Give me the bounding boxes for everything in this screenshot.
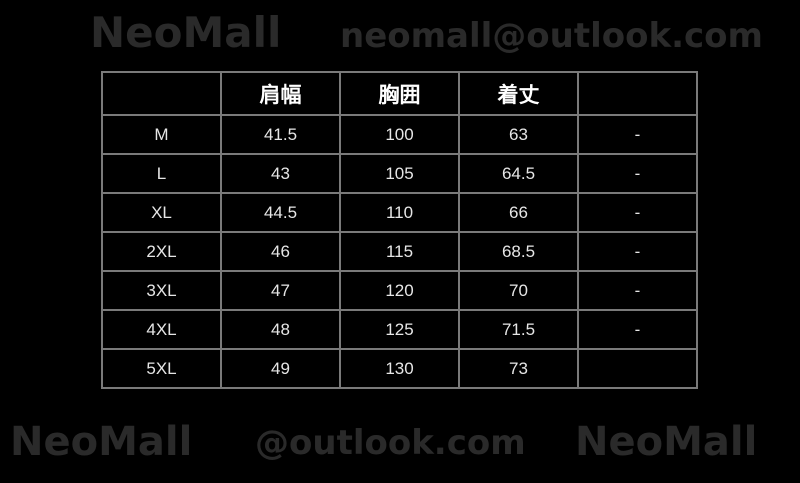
table-cell: M — [101, 114, 222, 155]
header-cell: 着丈 — [458, 71, 579, 116]
table-cell: 130 — [339, 348, 460, 389]
table-cell: 120 — [339, 270, 460, 311]
table-row: M 41.5 100 63- — [101, 114, 698, 155]
header-row: 肩幅 胸囲 着丈 — [101, 71, 698, 116]
table-cell: 44.5 — [220, 192, 341, 233]
header-cell — [101, 71, 222, 116]
table-cell: - — [577, 114, 698, 155]
table-cell: 71.5 — [458, 309, 579, 350]
table-cell: 64.5 — [458, 153, 579, 194]
table-cell: 49 — [220, 348, 341, 389]
table-cell: 68.5 — [458, 231, 579, 272]
table-cell: XL — [101, 192, 222, 233]
table-cell: 110 — [339, 192, 460, 233]
table-row: L 43 105 64.5- — [101, 153, 698, 194]
table-cell: 48 — [220, 309, 341, 350]
table-cell: - — [577, 270, 698, 311]
table-cell: 100 — [339, 114, 460, 155]
table-row: XL 44.5 110 66- — [101, 192, 698, 233]
table-cell: 3XL — [101, 270, 222, 311]
table-row: 2XL 46 115 68.5- — [101, 231, 698, 272]
table-row: 3XL 47 120 70- — [101, 270, 698, 311]
table-cell: - — [577, 309, 698, 350]
table-row: 4XL 48 125 71.5- — [101, 309, 698, 350]
table-cell: 125 — [339, 309, 460, 350]
header-cell: 肩幅 — [220, 71, 341, 116]
table-cell: 70 — [458, 270, 579, 311]
table-cell: - — [577, 153, 698, 194]
table-cell: 41.5 — [220, 114, 341, 155]
table-cell: 4XL — [101, 309, 222, 350]
header-cell: 胸囲 — [339, 71, 460, 116]
table-cell: 105 — [339, 153, 460, 194]
table-row: 5XL 49 130 73 — [101, 348, 698, 389]
table-cell — [577, 348, 698, 389]
header-cell — [577, 71, 698, 116]
table-cell: 47 — [220, 270, 341, 311]
watermark: NeoMall — [575, 419, 758, 465]
watermark: NeoMall — [10, 419, 193, 465]
table-cell: 73 — [458, 348, 579, 389]
table-cell: 115 — [339, 231, 460, 272]
table-cell: - — [577, 192, 698, 233]
table-cell: 66 — [458, 192, 579, 233]
size-table: 肩幅 胸囲 着丈 M 41.5 100 63- L 43 105 64.5- XL 44.5 110 66-… — [101, 71, 698, 389]
watermark: neomall@outlook.com — [340, 16, 763, 56]
table-cell: - — [577, 231, 698, 272]
watermark: NeoMall — [90, 8, 282, 57]
table-cell: 46 — [220, 231, 341, 272]
table-cell: 63 — [458, 114, 579, 155]
table-cell: 2XL — [101, 231, 222, 272]
watermark: @outlook.com — [255, 423, 526, 463]
table-cell: L — [101, 153, 222, 194]
table-cell: 5XL — [101, 348, 222, 389]
table-cell: 43 — [220, 153, 341, 194]
